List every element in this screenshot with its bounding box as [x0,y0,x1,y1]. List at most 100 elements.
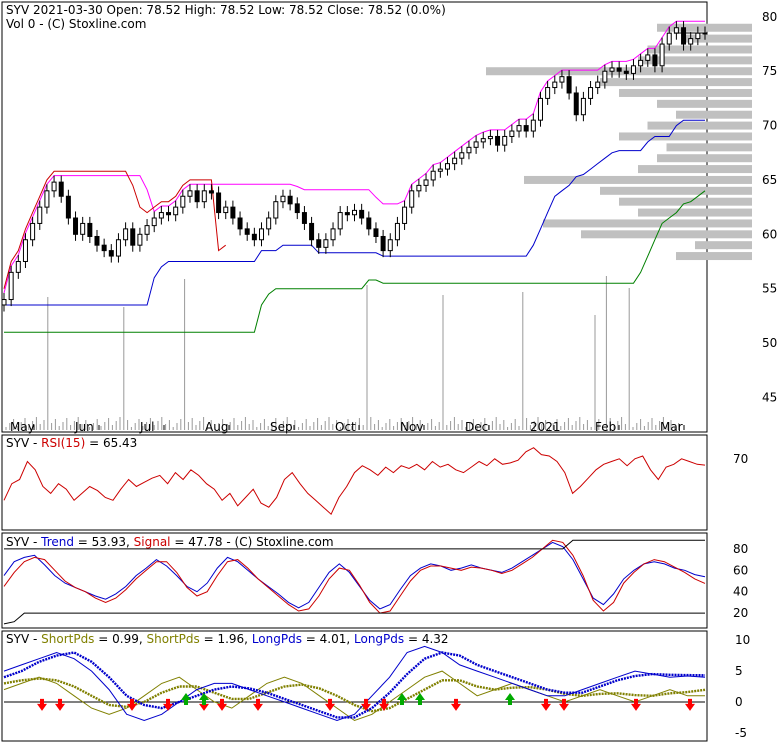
sell-signal-arrow [559,698,569,711]
pds-label-part: = 1.96, [200,632,252,646]
candle-body [530,119,536,132]
candle-body [573,92,579,116]
candle-body [359,209,365,219]
candle-body [609,67,615,72]
rsi-series-line [3,447,706,516]
price-y-tick-label: 75 [762,64,777,78]
rsi-y-tick-label: 70 [733,452,748,466]
candle-body [623,70,629,74]
candle-body [352,209,357,216]
candle-body [301,212,307,224]
candle-body [344,212,350,216]
volume-profile-bar [638,56,752,65]
trend-band-line [3,612,705,625]
candle-body [15,260,21,273]
candle-body [251,233,257,241]
buy-signal-arrow [505,693,515,706]
candle-body [695,32,701,40]
candle-body [201,190,207,203]
rsi-label-part: SYV - [6,436,41,450]
lower-channel-line [4,190,706,333]
volume-profile-bar [657,99,752,108]
shortpds-series-line [3,670,705,722]
candle-body [659,43,665,67]
volume-profile-bar [676,252,752,261]
x-axis-label: May [10,420,35,434]
candle-body [645,54,651,61]
price-y-tick-label: 50 [762,336,777,350]
x-axis-label: 2021 [530,420,561,434]
candle-body [337,212,343,230]
candle-body [681,27,687,45]
candle-body [559,76,565,83]
rsi-line [3,447,706,516]
sell-signal-arrow [55,698,65,711]
candle-body [266,217,272,230]
candle-body [1,299,7,306]
candle-body [523,125,529,132]
trend-label-part: = 53.93, [74,535,134,549]
candle-body [495,135,501,146]
candle-body [316,239,322,248]
x-axis-label: Dec [465,420,488,434]
price-y-tick-label: 65 [762,173,777,187]
sell-signal-arrow [163,698,173,711]
candle-body [480,138,486,143]
candle-body [509,130,515,137]
dotted-longpds-series-line [3,651,706,719]
candle-body [466,146,472,154]
rsi-y-axis: 70 [733,452,748,466]
rsi-panel-frame [1,434,708,531]
pds-lines [3,645,706,722]
candle-body [552,81,558,89]
trend-label-part: Trend [40,535,74,549]
price-y-tick-label: 45 [762,390,777,404]
candle-body [80,222,86,235]
price-y-axis: 45 50 55 60 65 70 75 80 [762,10,777,405]
trend-y-tick-label: 80 [733,542,748,556]
mid-channel-line [4,119,705,306]
sell-signal-arrow [37,698,47,711]
candle-body [194,190,200,203]
rsi-label-part: = 65.43 [85,436,137,450]
volume-bars [5,276,680,430]
candle-body [37,206,43,224]
candle-body [673,27,679,34]
trend-label: SYV - Trend = 53.93, Signal = 47.78 - (C… [6,535,334,549]
candle-body [416,184,422,192]
candle-body [580,97,586,116]
candle-body [101,244,107,252]
price-candles [1,21,708,312]
sell-signal-arrow [361,698,371,711]
rsi-panel: 70 SYV - RSI(15) = 65.43 [1,434,748,531]
candle-body [216,192,222,214]
sell-signal-arrow [541,698,551,711]
candle-body [180,195,186,208]
candle-body [173,206,179,216]
volume-profile-bar [600,186,752,195]
sell-signal-arrow [631,698,641,711]
candle-body [65,195,71,219]
candle-body [230,206,236,219]
candle-body [595,81,601,89]
volume-profile-bar [619,132,752,141]
pds-label: SYV - ShortPds = 0.99, ShortPds = 1.96, … [6,632,449,646]
candle-body [387,239,393,252]
candle-body [652,54,658,67]
trend-label-part: Signal [134,535,171,549]
pds-label-part: SYV - [6,632,41,646]
pds-label-part: = 4.32 [404,632,448,646]
pds-label-part: ShortPds [146,632,199,646]
pds-label-part: = 4.01, [302,632,354,646]
candle-body [437,168,443,172]
candle-body [58,181,64,197]
candle-body [423,179,429,186]
price-header: SYV 2021-03-30 Open: 78.52 High: 78.52 L… [6,3,446,17]
sell-signal-arrow [253,698,263,711]
longpds-series-line [3,645,706,722]
candle-body [151,217,157,227]
candle-body [123,228,129,241]
pds-panel-frame [1,630,708,742]
candle-body [537,97,543,121]
candle-body [473,141,479,148]
